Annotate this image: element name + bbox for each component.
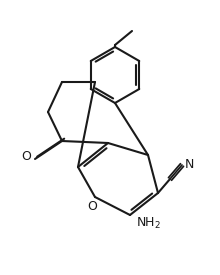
- Text: NH$_2$: NH$_2$: [136, 215, 161, 230]
- Text: O: O: [21, 150, 31, 163]
- Text: O: O: [87, 200, 97, 213]
- Text: N: N: [184, 158, 194, 170]
